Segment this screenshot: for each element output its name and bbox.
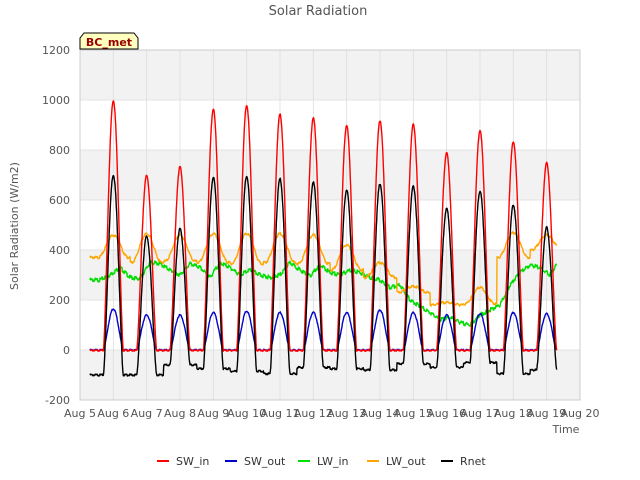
legend-label: SW_out	[244, 455, 286, 468]
x-tick-label: Aug 16	[427, 407, 466, 420]
y-tick-label: 1200	[42, 44, 70, 57]
y-tick-label: 600	[49, 194, 70, 207]
annotation-box: BC_met	[79, 32, 139, 50]
background-band	[80, 50, 580, 100]
x-tick-label: Aug 18	[494, 407, 533, 420]
y-tick-label: 0	[63, 344, 70, 357]
legend-label: SW_in	[176, 455, 209, 468]
legend: SW_in SW_out LW_in LW_out Rnet	[157, 455, 486, 468]
x-tick-label: Aug 14	[361, 407, 400, 420]
x-tick-label: Aug 10	[227, 407, 266, 420]
y-tick-label: 1000	[42, 94, 70, 107]
y-tick-label: -200	[45, 394, 70, 407]
series-line-lw-out	[89, 230, 558, 307]
y-axis-label: Solar Radiation (W/m2)	[8, 162, 21, 290]
x-tick-label: Aug 13	[327, 407, 366, 420]
x-tick-label: Aug 15	[394, 407, 433, 420]
x-tick-label: Aug 11	[261, 407, 300, 420]
x-tick-label: Aug 5	[64, 407, 96, 420]
legend-label: LW_in	[317, 455, 349, 468]
x-tick-label: Aug 9	[197, 407, 229, 420]
y-tick-label: 200	[49, 294, 70, 307]
x-tick-label: Aug 7	[131, 407, 163, 420]
legend-label: LW_out	[386, 455, 426, 468]
background-band	[80, 150, 580, 200]
y-tick-labels: -200 0 200 400 600 800 1000 1200	[42, 44, 70, 407]
background-band	[80, 250, 580, 300]
x-tick-label: Aug 20	[561, 407, 600, 420]
x-tick-label: Aug 19	[527, 407, 566, 420]
annotation-label: BC_met	[86, 36, 132, 49]
series-line-lw-in	[89, 259, 557, 327]
plot-frame	[79, 49, 581, 401]
x-tick-label: Aug 17	[461, 407, 500, 420]
x-axis-label: Time	[552, 423, 580, 436]
background-bands	[80, 50, 580, 400]
series-line-rnet	[89, 174, 558, 377]
chart-title: Solar Radiation	[269, 4, 368, 19]
x-tick-label: Aug 6	[97, 407, 129, 420]
y-tick-label: 800	[49, 144, 70, 157]
series-layer	[89, 100, 558, 377]
y-tick-label: 400	[49, 244, 70, 257]
legend-label: Rnet	[460, 455, 486, 468]
x-tick-label: Aug 12	[294, 407, 333, 420]
x-tick-label: Aug 8	[164, 407, 196, 420]
annotation-box-shape	[79, 32, 139, 50]
series-line-sw-in	[89, 100, 558, 352]
